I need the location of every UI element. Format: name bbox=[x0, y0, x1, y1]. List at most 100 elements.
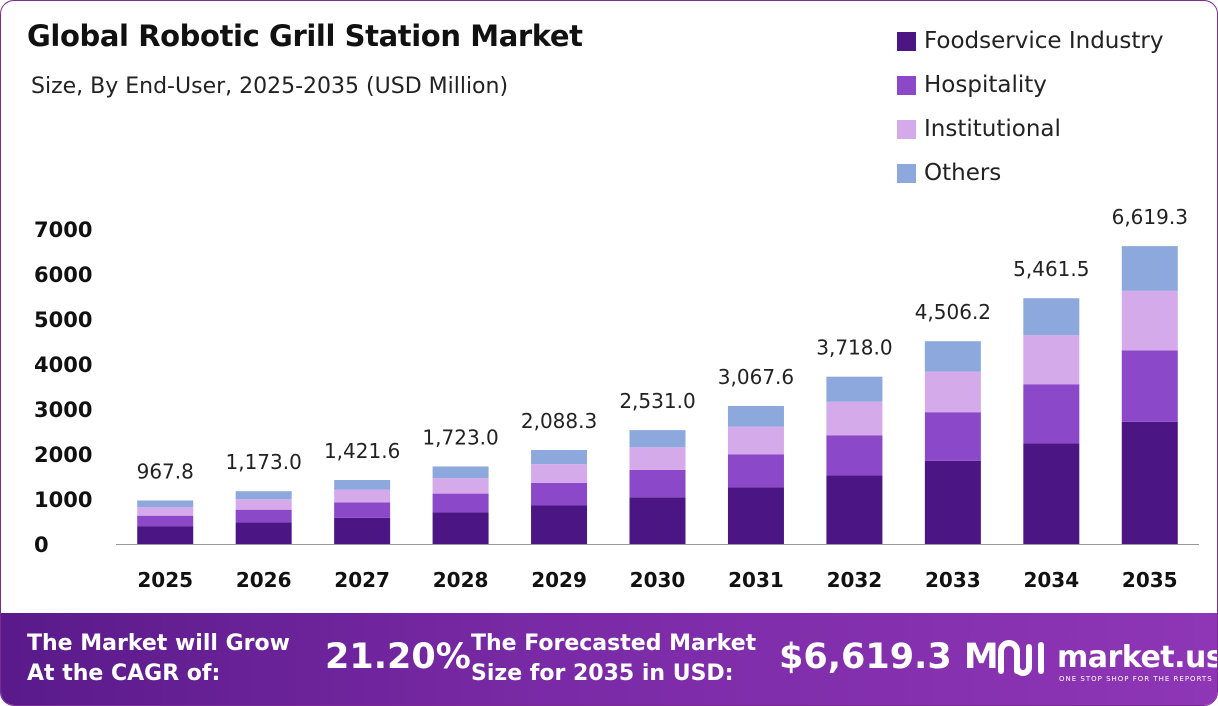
bar-segment bbox=[235, 491, 292, 500]
bar-segment bbox=[629, 497, 686, 544]
brand-logo: market.us ONE STOP SHOP FOR THE REPORTS bbox=[997, 637, 1218, 683]
page-subtitle: Size, By End-User, 2025-2035 (USD Millio… bbox=[31, 74, 509, 99]
bar-segment bbox=[727, 487, 784, 544]
bar-segment bbox=[629, 430, 686, 448]
legend-item: Foodservice Industry bbox=[897, 19, 1163, 63]
legend-label: Hospitality bbox=[924, 72, 1047, 98]
bar-segment bbox=[531, 505, 588, 544]
bar-segment bbox=[432, 466, 489, 479]
x-tick-label: 2025 bbox=[137, 568, 193, 592]
bar-segment bbox=[137, 506, 194, 516]
legend-label: Foodservice Industry bbox=[924, 28, 1164, 54]
cagr-value: 21.20% bbox=[325, 637, 471, 677]
x-tick-label: 2032 bbox=[827, 568, 883, 592]
y-tick-label: 1000 bbox=[34, 488, 92, 512]
bar-segment bbox=[137, 500, 194, 507]
y-tick-label: 3000 bbox=[34, 398, 92, 422]
cagr-label-line1: The Market will Grow bbox=[27, 631, 290, 656]
y-tick-label: 7000 bbox=[34, 218, 92, 242]
bar-segment bbox=[826, 401, 883, 436]
x-tick-label: 2035 bbox=[1122, 568, 1178, 592]
page-title: Global Robotic Grill Station Market bbox=[27, 19, 583, 53]
bar-segment bbox=[727, 454, 784, 488]
bar-total-label: 1,723.0 bbox=[422, 425, 498, 449]
bar-segment bbox=[924, 412, 981, 461]
legend-item: Hospitality bbox=[897, 63, 1163, 107]
bar-total-label: 3,718.0 bbox=[816, 336, 892, 360]
x-tick-label: 2034 bbox=[1023, 568, 1079, 592]
cagr-label: The Market will Grow At the CAGR of: bbox=[27, 629, 290, 689]
x-tick-label: 2027 bbox=[334, 568, 390, 592]
y-tick-label: 5000 bbox=[34, 308, 92, 332]
brand-name: market.us bbox=[1057, 639, 1218, 675]
bar-total-label: 5,461.5 bbox=[1013, 257, 1089, 281]
bar-segment bbox=[629, 469, 686, 498]
bar-segment bbox=[1023, 443, 1080, 544]
bar-segment bbox=[924, 341, 981, 372]
x-tick-label: 2031 bbox=[728, 568, 784, 592]
bar-segment bbox=[826, 376, 883, 402]
legend-item: Others bbox=[897, 151, 1163, 195]
legend-label: Institutional bbox=[924, 116, 1061, 142]
bar-segment bbox=[1121, 290, 1178, 351]
bar-segment bbox=[1121, 421, 1178, 544]
legend-swatch bbox=[897, 75, 916, 95]
bar-total-label: 3,067.6 bbox=[718, 365, 794, 389]
bar-segment bbox=[432, 512, 489, 544]
bar-segment bbox=[235, 522, 292, 544]
bar-segment bbox=[137, 526, 194, 544]
bar-total-label: 967.8 bbox=[137, 459, 194, 483]
brand-tagline: ONE STOP SHOP FOR THE REPORTS bbox=[1059, 675, 1213, 683]
y-tick-label: 2000 bbox=[34, 443, 92, 467]
chart-legend: Foodservice Industry Hospitality Instituti… bbox=[897, 19, 1163, 195]
bar-segment bbox=[531, 450, 588, 465]
legend-swatch bbox=[897, 119, 916, 139]
bar-segment bbox=[432, 478, 489, 494]
forecast-label: The Forecasted Market Size for 2035 in U… bbox=[471, 629, 756, 689]
bar-segment bbox=[1121, 246, 1178, 291]
bar-total-label: 2,531.0 bbox=[619, 389, 695, 413]
x-tick-label: 2030 bbox=[630, 568, 686, 592]
bar-total-label: 1,421.6 bbox=[324, 439, 400, 463]
bar-segment bbox=[924, 460, 981, 544]
bar-segment bbox=[1023, 298, 1080, 336]
bar-total-label: 1,173.0 bbox=[226, 450, 302, 474]
bar-total-label: 6,619.3 bbox=[1112, 205, 1188, 229]
x-tick-label: 2028 bbox=[433, 568, 489, 592]
bar-total-label: 4,506.2 bbox=[915, 300, 991, 324]
bar-total-label: 2,088.3 bbox=[521, 409, 597, 433]
bar-chart: 0 1000 2000 3000 4000 5000 6000 7000 967.8 2025 1,… bbox=[34, 205, 1199, 592]
bar-segment bbox=[924, 371, 981, 413]
x-tick-label: 2033 bbox=[925, 568, 981, 592]
market-us-logo-icon bbox=[998, 640, 1044, 676]
cagr-label-line2: At the CAGR of: bbox=[27, 661, 221, 686]
legend-item: Institutional bbox=[897, 107, 1163, 151]
y-tick-label: 4000 bbox=[34, 353, 92, 377]
bar-segment bbox=[334, 502, 391, 518]
bar-segment bbox=[1023, 335, 1080, 385]
bar-segment bbox=[334, 517, 391, 544]
y-tick-label: 6000 bbox=[34, 263, 92, 287]
bar-segment bbox=[235, 509, 292, 523]
bar-segment bbox=[137, 515, 194, 527]
legend-label: Others bbox=[924, 160, 1002, 186]
forecast-value: $6,619.3 M bbox=[779, 637, 999, 677]
y-tick-label: 0 bbox=[34, 533, 49, 557]
bar-segment bbox=[727, 426, 784, 455]
legend-swatch bbox=[897, 163, 916, 183]
x-tick-label: 2029 bbox=[531, 568, 587, 592]
bar-segment bbox=[826, 435, 883, 476]
bar-segment bbox=[1023, 384, 1080, 444]
bar-segment bbox=[1121, 350, 1178, 422]
bar-segment bbox=[432, 493, 489, 513]
summary-footer: The Market will Grow At the CAGR of: 21.… bbox=[1, 613, 1218, 705]
bar-segment bbox=[531, 464, 588, 483]
bar-segment bbox=[826, 475, 883, 544]
forecast-label-line1: The Forecasted Market bbox=[471, 631, 757, 656]
bar-segment bbox=[629, 447, 686, 470]
bar-segment bbox=[334, 489, 391, 503]
legend-swatch bbox=[897, 31, 916, 51]
bar-segment bbox=[531, 482, 588, 506]
bar-segment bbox=[235, 499, 292, 510]
